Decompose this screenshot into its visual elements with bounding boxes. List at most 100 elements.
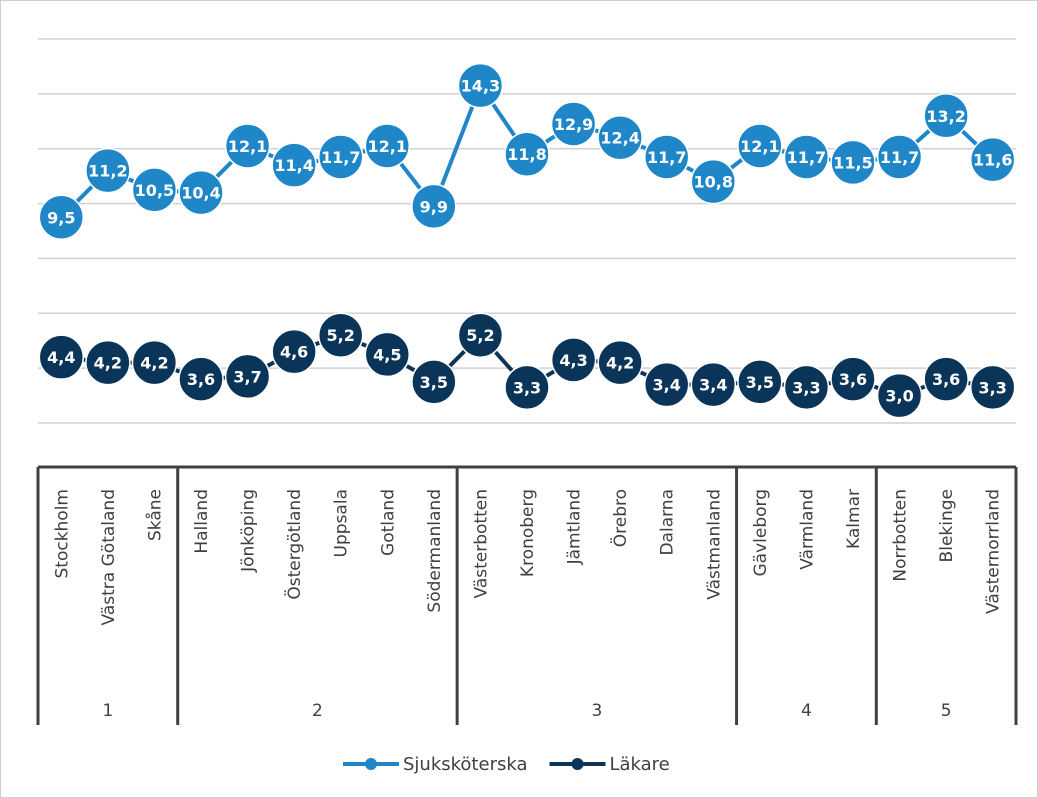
data-label: 3,6	[932, 370, 960, 389]
data-point	[969, 136, 1016, 183]
category-tick-label: Örebro	[609, 489, 631, 547]
data-label: 11,2	[88, 162, 127, 181]
data-point	[783, 364, 830, 411]
data-point	[224, 123, 271, 169]
data-label: 4,2	[606, 354, 634, 373]
data-label: 12,1	[740, 137, 779, 156]
legend-item: Sjuksköterska	[343, 754, 527, 775]
legend-marker-swatch	[571, 758, 584, 770]
data-point	[876, 134, 923, 180]
data-label: 4,6	[280, 343, 308, 362]
data-point	[737, 359, 783, 405]
data-label: 14,3	[461, 77, 500, 96]
category-tick-label: Skåne	[144, 489, 165, 541]
data-label: 11,7	[647, 148, 686, 167]
category-tick-label: Stockholm	[52, 489, 72, 579]
series-sjukskoterska: 9,5 11,2 10,5 10,4 12,1 11,4 11,7 12,1 9,9 14,3 11…	[38, 62, 1016, 241]
legend-item: Läkare	[549, 754, 670, 775]
data-label: 3,5	[420, 373, 448, 392]
data-label: 12,1	[228, 137, 267, 156]
legend-label: Sjuksköterska	[403, 754, 527, 775]
data-point	[783, 134, 830, 180]
data-point	[271, 142, 317, 188]
category-tick-label: Blekinge	[937, 489, 957, 562]
category-tick-label: Jönköping	[239, 489, 259, 573]
category-tick-label: Kalmar	[844, 489, 864, 549]
data-label: 3,3	[513, 378, 541, 397]
data-point	[457, 62, 504, 109]
data-label: 11,7	[321, 148, 360, 167]
data-label: 11,7	[880, 148, 919, 167]
data-label: 11,5	[833, 153, 872, 172]
data-point	[876, 372, 923, 419]
legend: Sjuksköterska Läkare	[343, 754, 670, 775]
data-label: 3,3	[792, 378, 820, 397]
data-label: 9,5	[47, 208, 75, 227]
data-label: 10,8	[694, 173, 733, 192]
data-label: 3,0	[885, 387, 913, 406]
data-label: 4,3	[559, 351, 587, 370]
data-label: 3,6	[839, 370, 867, 389]
data-point	[690, 158, 737, 205]
data-point	[178, 169, 224, 216]
category-tick-label: Västernorrland	[984, 489, 1004, 614]
data-point	[969, 364, 1016, 411]
data-label: 3,4	[699, 376, 727, 395]
data-point	[38, 194, 85, 241]
data-point	[457, 312, 504, 358]
category-tick-label: Östergötland	[283, 489, 305, 600]
data-point	[271, 328, 317, 375]
data-point	[923, 93, 969, 139]
data-label: 11,8	[507, 145, 546, 164]
data-point	[364, 331, 411, 378]
data-label: 10,5	[135, 181, 174, 200]
series-lakare: 4,4 4,2 4,2 3,6 3,7 4,6 5,2 4,5 3,5 5,2 3,3 4,3 4,2 3…	[38, 312, 1016, 419]
data-point	[504, 131, 550, 177]
data-point	[224, 353, 271, 400]
data-point	[85, 147, 131, 194]
series-layer: 9,5 11,2 10,5 10,4 12,1 11,4 11,7 12,1 9,9 14,3 11…	[38, 62, 1016, 419]
category-tick-label: Halland	[192, 489, 212, 554]
data-point	[923, 356, 969, 402]
category-tick-label: Södermanland	[425, 489, 445, 613]
data-point	[550, 101, 597, 147]
data-label: 4,4	[47, 348, 75, 367]
category-tick-label: Kronoberg	[518, 489, 538, 577]
data-point	[830, 139, 876, 186]
data-point	[643, 361, 690, 408]
data-point	[178, 356, 224, 402]
data-label: 13,2	[926, 107, 965, 126]
category-tick-label: Dalarna	[658, 489, 678, 556]
legend-marker-swatch	[365, 758, 377, 770]
group-label: 1	[102, 701, 113, 721]
category-tick-label: Uppsala	[332, 489, 352, 557]
data-label: 5,2	[327, 326, 355, 345]
data-label: 12,4	[600, 129, 639, 148]
group-label: 2	[312, 701, 323, 721]
data-point	[38, 334, 85, 380]
data-label: 3,7	[233, 367, 261, 386]
data-point	[597, 339, 643, 386]
data-label: 4,2	[94, 354, 122, 373]
group-label: 4	[801, 701, 812, 721]
data-point	[690, 361, 737, 408]
data-point	[364, 123, 411, 169]
data-point	[737, 123, 783, 169]
category-tick-label: Jämtland	[565, 489, 585, 565]
data-point	[85, 339, 131, 386]
category-tick-label: Västerbotten	[471, 489, 491, 598]
data-label: 3,3	[979, 378, 1007, 397]
category-tick-label: Värmland	[797, 489, 817, 570]
group-label: 5	[941, 701, 952, 721]
data-point	[830, 356, 876, 402]
data-label: 10,4	[181, 184, 220, 203]
data-point	[597, 114, 643, 161]
data-point	[504, 364, 550, 411]
data-label: 11,4	[274, 156, 313, 175]
category-tick-label: Västra Götaland	[99, 489, 119, 625]
data-label: 12,9	[554, 115, 593, 134]
data-point	[643, 134, 690, 180]
data-label: 3,5	[746, 373, 774, 392]
